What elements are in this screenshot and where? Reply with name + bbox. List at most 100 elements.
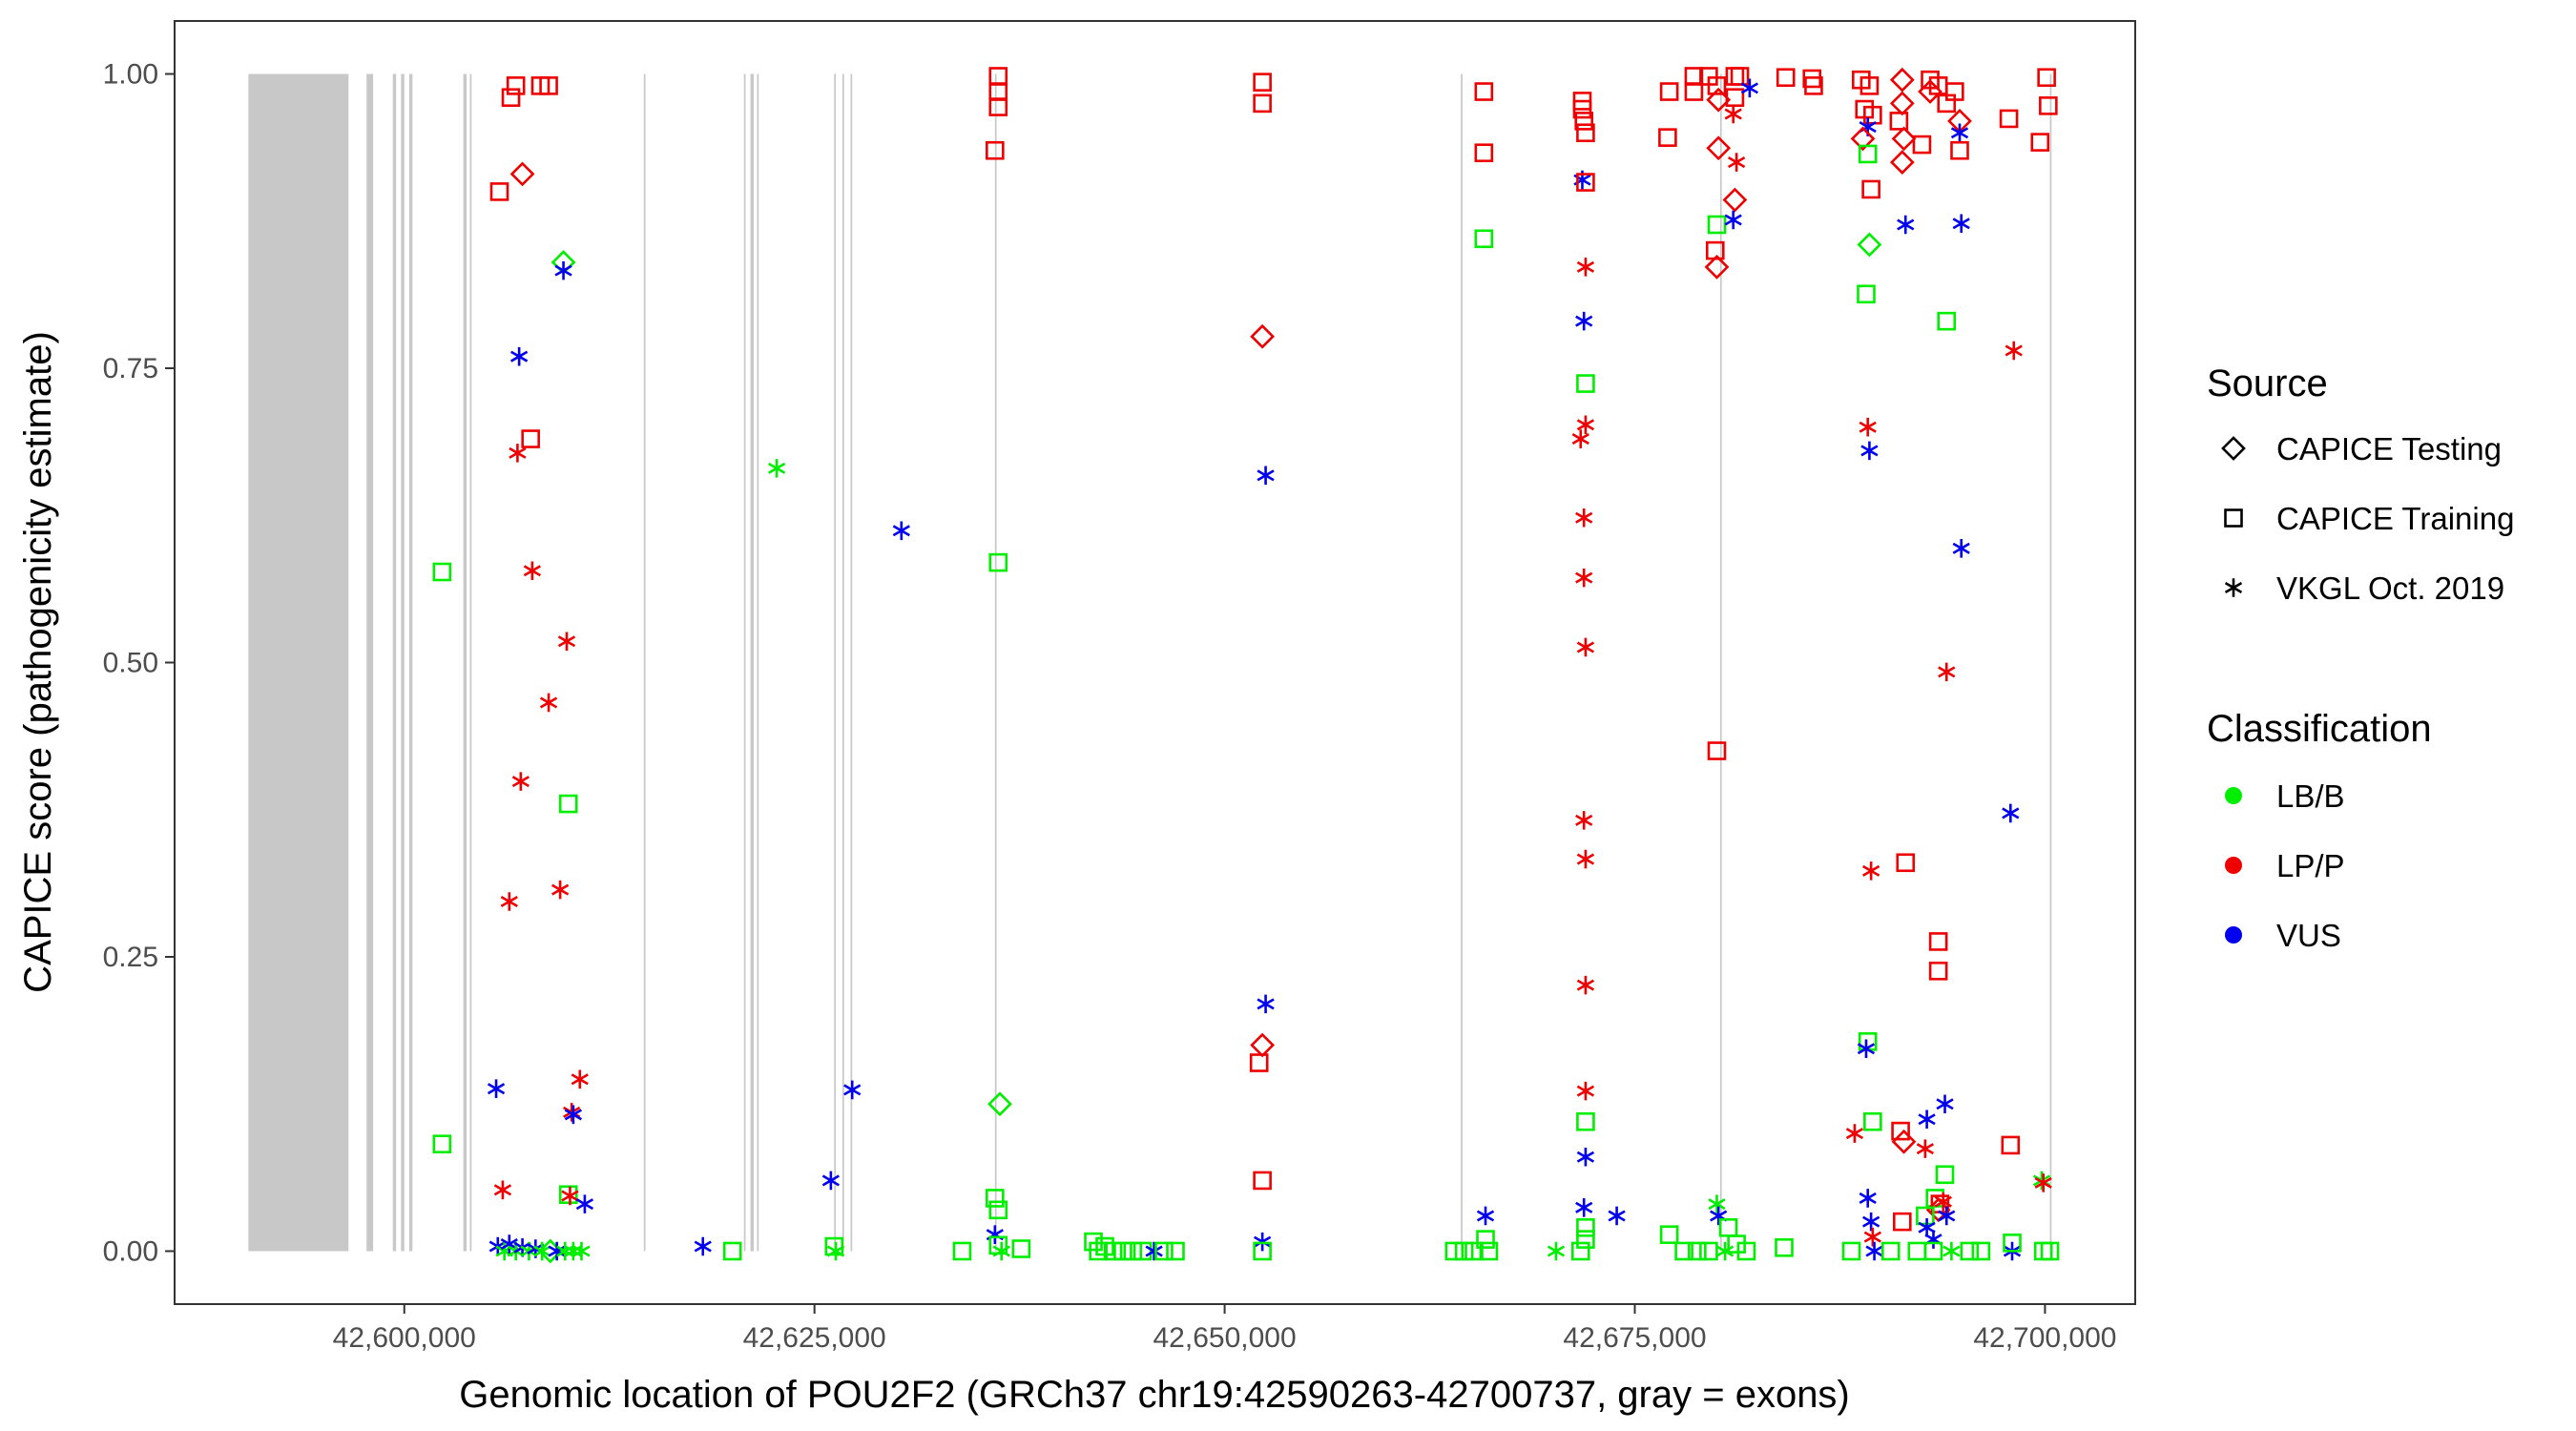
data-point	[2039, 96, 2058, 115]
data-point	[992, 1241, 1010, 1261]
data-point	[1928, 961, 1948, 981]
data-point	[558, 794, 578, 814]
data-point	[1257, 466, 1275, 486]
data-point	[1857, 284, 1876, 304]
legend-title-classification: Classification	[2207, 708, 2432, 750]
legend-label-classification: VUS	[2276, 918, 2341, 953]
data-point	[1658, 128, 1677, 147]
data-point	[1859, 76, 1880, 95]
data-point	[432, 1134, 452, 1153]
data-point	[2001, 1135, 2021, 1155]
data-point	[1674, 1241, 1693, 1261]
data-point	[1862, 1212, 1880, 1232]
data-point	[986, 140, 1005, 160]
data-point	[1891, 1129, 1917, 1154]
legend-key-square	[2224, 508, 2243, 528]
x-tick-label: 42,600,000	[333, 1322, 476, 1354]
data-point	[1891, 1121, 1910, 1141]
data-point	[1576, 1081, 1595, 1101]
exon-band	[834, 73, 837, 1252]
data-point	[1608, 1206, 1626, 1226]
data-point	[1474, 82, 1494, 101]
data-point	[539, 693, 558, 713]
legend-label-source: CAPICE Testing	[2276, 431, 2502, 467]
data-point	[1659, 1225, 1679, 1244]
data-point	[1704, 255, 1730, 280]
data-point	[1576, 975, 1595, 995]
data-point	[1253, 73, 1272, 92]
data-point	[1999, 109, 2019, 129]
exon-band	[408, 73, 413, 1252]
data-point	[548, 1241, 566, 1261]
data-point	[1841, 1241, 1861, 1261]
data-point	[1950, 123, 1969, 142]
data-point	[1715, 1241, 1735, 1261]
data-point	[1572, 99, 1592, 119]
data-point	[1145, 1241, 1163, 1261]
exon-band	[366, 73, 374, 1252]
data-point	[511, 772, 530, 791]
data-point	[1576, 1217, 1595, 1237]
data-point	[1454, 1241, 1474, 1261]
data-point	[571, 1069, 589, 1089]
data-point	[1918, 79, 1942, 104]
data-point	[1724, 210, 1742, 230]
data-point	[986, 1189, 1005, 1208]
legend-key-dot	[2225, 926, 2242, 944]
legend-label-classification: LB/B	[2276, 778, 2345, 814]
data-point	[1935, 1165, 1955, 1185]
data-point	[489, 182, 509, 201]
data-point	[564, 1105, 582, 1125]
exon-band	[248, 73, 349, 1252]
data-point	[1253, 1171, 1272, 1191]
data-point	[539, 76, 558, 95]
data-point	[564, 1241, 582, 1261]
data-point	[510, 346, 529, 366]
data-point	[1865, 1241, 1883, 1261]
data-point	[1132, 1241, 1153, 1261]
data-point	[1971, 1241, 1991, 1261]
data-point	[1154, 1241, 1174, 1261]
data-point	[557, 632, 576, 652]
data-point	[1465, 1241, 1484, 1261]
data-point	[1708, 1194, 1726, 1213]
data-point	[768, 459, 786, 478]
data-point	[987, 1091, 1012, 1117]
x-axis: 42,600,000 42,625,000 42,650,000 42,675,000…	[333, 1304, 2116, 1354]
data-point	[500, 892, 518, 911]
points-layer	[432, 67, 2060, 1264]
data-point	[1166, 1241, 1185, 1261]
data-point	[1476, 1206, 1495, 1226]
data-point	[821, 1171, 840, 1191]
legend: Source CAPICE Testing CAPICE Training VKGL …	[2207, 363, 2514, 953]
legend-key-diamond	[2221, 436, 2246, 461]
data-point	[1576, 1230, 1595, 1249]
exon-band	[850, 73, 853, 1252]
data-point	[1859, 1189, 1877, 1208]
data-point	[1576, 123, 1595, 143]
data-point	[988, 552, 1008, 572]
data-point	[1724, 104, 1742, 124]
data-point	[1706, 135, 1732, 161]
data-point	[2003, 1234, 2022, 1253]
data-point	[892, 521, 910, 541]
data-point	[493, 1180, 512, 1200]
exon-band	[1719, 73, 1722, 1252]
data-point	[506, 76, 526, 95]
data-point	[1918, 1110, 1936, 1130]
data-point	[1123, 1241, 1143, 1261]
data-point	[1575, 1198, 1593, 1217]
data-point	[558, 1185, 578, 1205]
legend-key-dot	[2225, 787, 2242, 804]
data-point	[1576, 1111, 1595, 1131]
data-point	[1880, 1241, 1901, 1261]
data-point	[826, 1241, 845, 1261]
exon-band	[469, 73, 472, 1252]
data-point	[1254, 1232, 1272, 1252]
data-point	[2005, 341, 2023, 361]
y-tick-label: 0.75	[103, 353, 158, 384]
data-point	[1923, 1241, 1943, 1261]
data-point	[1952, 539, 1970, 558]
data-point	[1699, 1241, 1718, 1261]
